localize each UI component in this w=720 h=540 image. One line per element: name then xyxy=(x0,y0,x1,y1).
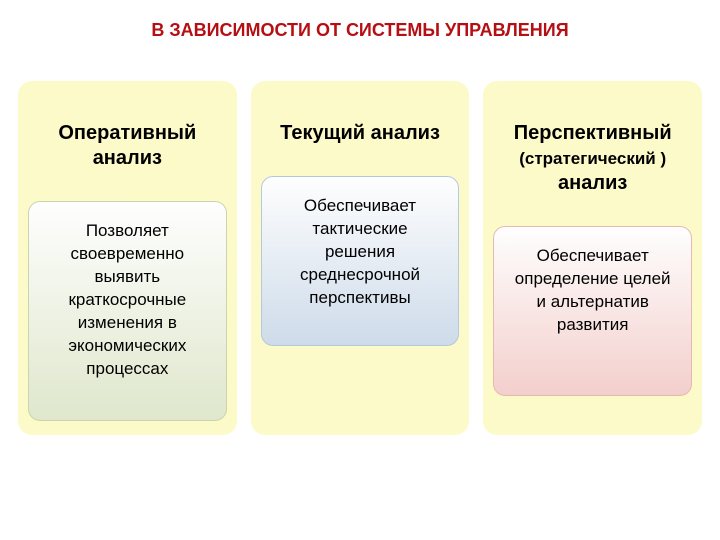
column-perspective-heading-line2: (стратегический ) xyxy=(519,149,666,168)
column-perspective-card: Обеспечивает определение целей и альтерн… xyxy=(493,226,692,396)
column-operational-heading: Оперативный анализ xyxy=(28,91,227,201)
diagram-title: В ЗАВИСИМОСТИ ОТ СИСТЕМЫ УПРАВЛЕНИЯ xyxy=(18,20,702,41)
column-current: Текущий анализ Обеспечивает тактические … xyxy=(251,81,470,435)
column-operational-card: Позволяет своевременно выявить краткосро… xyxy=(28,201,227,421)
column-operational: Оперативный анализ Позволяет своевременн… xyxy=(18,81,237,435)
column-perspective-heading-line3: анализ xyxy=(558,172,627,194)
column-perspective-heading: Перспективный (стратегический ) анализ xyxy=(493,91,692,226)
columns-container: Оперативный анализ Позволяет своевременн… xyxy=(18,81,702,435)
column-perspective-heading-line1: Перспективный xyxy=(514,122,672,144)
column-current-card: Обеспечивает тактические решения среднес… xyxy=(261,176,460,346)
column-perspective: Перспективный (стратегический ) анализ О… xyxy=(483,81,702,435)
column-current-heading: Текущий анализ xyxy=(261,91,460,176)
